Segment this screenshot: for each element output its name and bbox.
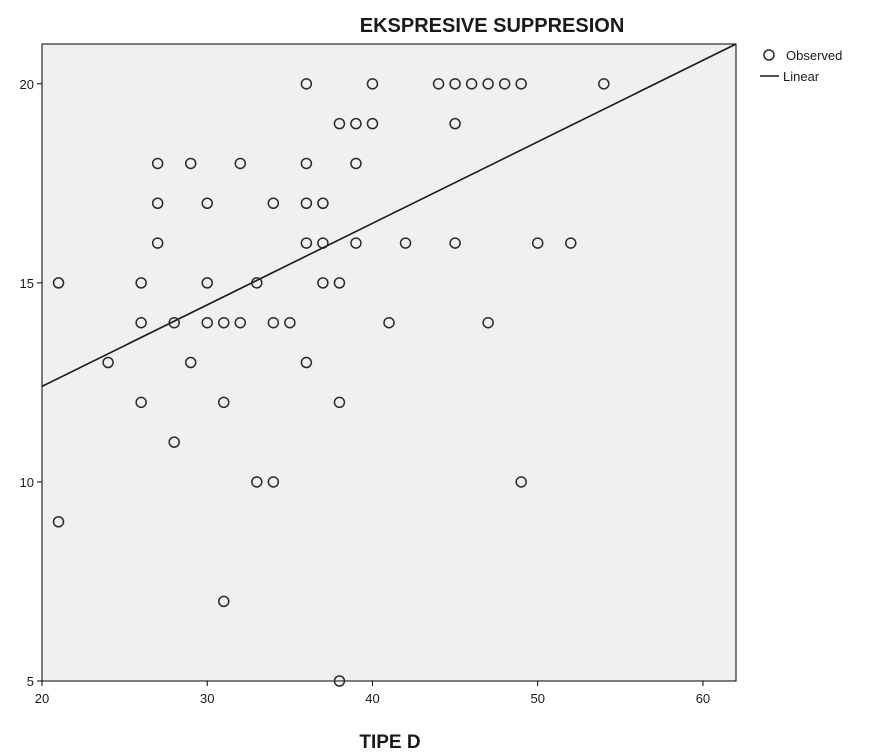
observed-point bbox=[449, 78, 461, 90]
plot-area bbox=[41, 43, 737, 682]
observed-point bbox=[218, 316, 230, 329]
observed-point bbox=[184, 356, 197, 369]
observed-point bbox=[300, 197, 313, 209]
observed-point bbox=[515, 476, 527, 488]
observed-point bbox=[52, 277, 65, 289]
observed-points bbox=[52, 78, 610, 687]
observed-point bbox=[465, 78, 478, 90]
observed-point bbox=[565, 237, 577, 249]
x-tick-label: 30 bbox=[200, 691, 214, 706]
observed-point bbox=[151, 157, 164, 170]
observed-point bbox=[300, 157, 313, 170]
observed-point bbox=[151, 197, 164, 209]
observed-point bbox=[432, 78, 445, 90]
observed-point bbox=[317, 277, 329, 289]
observed-point bbox=[350, 117, 362, 130]
legend-observed-marker bbox=[763, 49, 775, 61]
x-tick-label: 50 bbox=[530, 691, 544, 706]
observed-point bbox=[251, 476, 263, 488]
observed-point bbox=[267, 476, 280, 488]
observed-point bbox=[449, 237, 461, 249]
observed-point bbox=[135, 316, 147, 329]
observed-point bbox=[300, 78, 313, 90]
observed-point bbox=[168, 316, 180, 329]
observed-point bbox=[102, 356, 114, 369]
observed-point bbox=[218, 396, 230, 409]
observed-point bbox=[267, 316, 280, 329]
y-tick-label: 15 bbox=[20, 276, 34, 291]
observed-point bbox=[201, 316, 213, 329]
observed-point bbox=[317, 197, 329, 209]
y-tick-label: 20 bbox=[20, 77, 34, 92]
linear-fit-line bbox=[41, 43, 737, 388]
linear-fit bbox=[41, 43, 737, 388]
observed-point bbox=[498, 78, 511, 90]
observed-point bbox=[366, 117, 379, 130]
y-tick-label: 10 bbox=[20, 475, 34, 490]
observed-point bbox=[350, 157, 362, 170]
observed-point bbox=[184, 157, 197, 170]
observed-point bbox=[317, 237, 329, 249]
observed-point bbox=[135, 277, 147, 289]
observed-point bbox=[333, 396, 346, 409]
chart-title: EKSPRESIVE SUPPRESION bbox=[360, 15, 625, 37]
observed-point bbox=[350, 237, 362, 249]
observed-point bbox=[598, 78, 610, 90]
observed-point bbox=[251, 277, 263, 289]
observed-point bbox=[201, 197, 213, 209]
observed-point bbox=[482, 78, 494, 90]
x-tick-label: 40 bbox=[365, 691, 379, 706]
observed-point bbox=[168, 436, 180, 448]
y-axis-ticks: 5 10 15 20 bbox=[20, 77, 42, 689]
observed-point bbox=[218, 595, 230, 608]
observed-point bbox=[333, 675, 346, 687]
x-axis-ticks: 20 30 40 50 60 bbox=[35, 681, 710, 706]
legend-observed-label: Observed bbox=[786, 48, 842, 63]
observed-point bbox=[399, 237, 412, 249]
observed-point bbox=[135, 396, 147, 409]
observed-point bbox=[52, 516, 65, 528]
x-tick-label: 20 bbox=[35, 691, 49, 706]
legend: Observed Linear bbox=[760, 48, 842, 84]
y-tick-label: 5 bbox=[27, 674, 34, 689]
legend-linear-label: Linear bbox=[783, 69, 820, 84]
observed-point bbox=[284, 316, 296, 329]
observed-point bbox=[449, 117, 461, 130]
observed-point bbox=[300, 237, 313, 249]
observed-point bbox=[300, 356, 313, 369]
observed-point bbox=[531, 237, 544, 249]
x-tick-label: 60 bbox=[696, 691, 710, 706]
observed-point bbox=[234, 157, 247, 170]
observed-point bbox=[151, 237, 164, 249]
observed-point bbox=[366, 78, 379, 90]
observed-point bbox=[515, 78, 527, 90]
observed-point bbox=[333, 117, 346, 130]
observed-point bbox=[482, 316, 494, 329]
observed-point bbox=[383, 316, 395, 329]
x-axis-label: TIPE D bbox=[359, 732, 420, 753]
observed-point bbox=[333, 277, 346, 289]
observed-point bbox=[201, 277, 213, 289]
observed-point bbox=[267, 197, 280, 209]
observed-point bbox=[234, 316, 247, 329]
